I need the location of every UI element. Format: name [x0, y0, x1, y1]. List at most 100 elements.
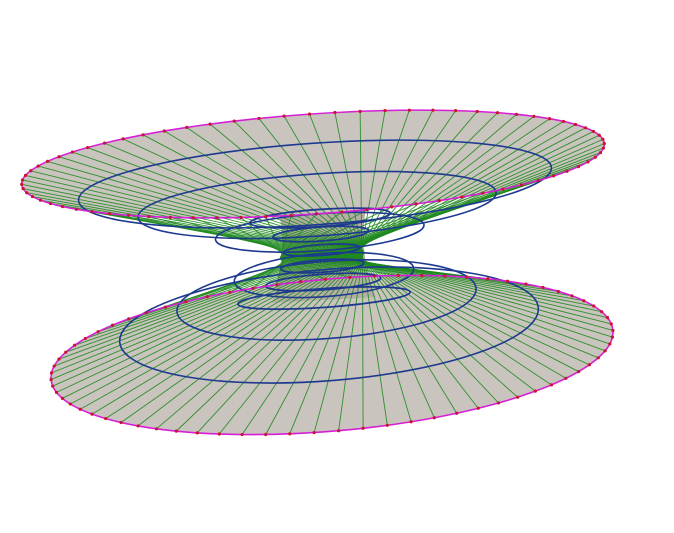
- rim-point: [596, 356, 600, 360]
- rim-point: [49, 377, 53, 382]
- rim-point: [25, 191, 29, 195]
- rim-point: [475, 109, 479, 114]
- generator-line: [352, 111, 478, 259]
- parallel-circle: [236, 285, 412, 311]
- rim-point: [514, 112, 519, 116]
- generator-line: [47, 160, 346, 248]
- rim-point: [365, 207, 369, 212]
- rim-point: [340, 210, 344, 214]
- rim-point: [323, 277, 327, 281]
- rim-point: [556, 289, 560, 294]
- generator-line: [120, 257, 355, 423]
- rim-point: [536, 178, 540, 183]
- rim-point: [127, 317, 131, 321]
- rim-point: [314, 212, 319, 216]
- rim-point: [29, 169, 33, 173]
- rim-point: [564, 376, 568, 380]
- rim-point: [541, 285, 545, 290]
- generator-line: [280, 256, 399, 276]
- rim-point: [570, 294, 574, 298]
- rim-point: [215, 216, 219, 220]
- rim-point: [601, 137, 605, 141]
- generator-line: [309, 113, 364, 254]
- rim-point: [96, 330, 100, 334]
- generator-line: [104, 142, 356, 249]
- generator-line: [289, 252, 365, 434]
- rim-point: [516, 395, 520, 399]
- generator-line: [313, 251, 365, 433]
- rim-point: [282, 114, 286, 118]
- generator-line: [58, 262, 319, 360]
- rim-point: [162, 129, 166, 133]
- generator-line: [137, 256, 357, 427]
- generator-line: [252, 260, 285, 289]
- rim-point: [420, 273, 424, 278]
- generator-line: [362, 250, 364, 429]
- generator-line: [58, 156, 349, 248]
- generator-line: [51, 262, 326, 374]
- generator-line: [343, 115, 535, 261]
- generator-line: [105, 258, 352, 419]
- generator-line: [280, 255, 422, 276]
- rim-point: [524, 282, 528, 286]
- generator-line: [165, 262, 293, 308]
- generator-line: [359, 111, 363, 255]
- rim-point: [185, 125, 189, 130]
- rim-point: [372, 274, 376, 278]
- rim-point: [383, 108, 387, 113]
- rim-point: [86, 145, 90, 150]
- generator-line: [72, 151, 351, 248]
- generator-line: [156, 256, 359, 430]
- rim-point: [592, 304, 596, 308]
- rim-point: [476, 406, 480, 410]
- generator-line: [74, 263, 312, 346]
- rim-point: [608, 342, 612, 346]
- rim-point: [501, 187, 505, 191]
- rim-point: [601, 146, 606, 150]
- rim-point: [251, 286, 255, 290]
- rim-point: [587, 363, 592, 367]
- rim-point: [191, 216, 195, 220]
- rim-point: [110, 323, 115, 327]
- rim-point: [239, 215, 243, 220]
- generator-line: [349, 112, 498, 260]
- generator-line: [280, 258, 326, 280]
- rim-point: [431, 108, 435, 112]
- rim-point: [437, 198, 441, 203]
- rim-point: [609, 322, 613, 326]
- rim-point: [20, 182, 24, 186]
- rim-point: [257, 116, 261, 121]
- rim-point: [299, 280, 303, 284]
- parallel-circle: [77, 139, 553, 229]
- rim-point: [348, 275, 352, 280]
- rim-point: [136, 424, 140, 428]
- rim-point: [68, 402, 72, 406]
- generator-line: [359, 248, 412, 422]
- rim-point: [275, 283, 279, 287]
- rim-point: [573, 122, 578, 127]
- rim-point: [74, 207, 78, 211]
- rim-point: [36, 164, 40, 168]
- generator-line: [21, 183, 329, 248]
- rim-point: [409, 420, 413, 424]
- generator-line: [265, 252, 365, 435]
- generator-line: [281, 259, 302, 283]
- generator-line: [258, 118, 365, 253]
- rim-point: [30, 194, 35, 199]
- generator-line: [65, 262, 315, 353]
- rim-point: [333, 110, 337, 115]
- rim-point: [54, 390, 59, 394]
- generator-line: [40, 199, 314, 249]
- rim-point: [205, 295, 209, 299]
- rim-point: [549, 383, 554, 387]
- generator-line: [122, 138, 358, 249]
- rim-point: [70, 150, 74, 154]
- rim-point: [141, 133, 145, 137]
- rim-point: [565, 169, 569, 173]
- rim-point: [602, 142, 606, 146]
- rim-point: [454, 109, 458, 113]
- rim-point: [57, 155, 61, 159]
- parallel-circle: [279, 258, 365, 274]
